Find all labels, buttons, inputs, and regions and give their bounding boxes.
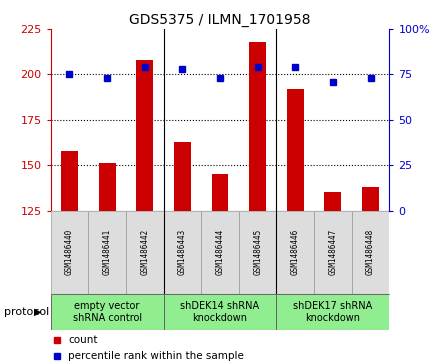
Bar xyxy=(51,211,88,294)
Bar xyxy=(212,174,228,211)
Text: empty vector
shRNA control: empty vector shRNA control xyxy=(73,301,142,323)
Bar xyxy=(61,151,78,211)
Bar xyxy=(88,211,126,294)
Bar xyxy=(362,187,379,211)
Text: GSM1486440: GSM1486440 xyxy=(65,229,74,276)
Text: GSM1486442: GSM1486442 xyxy=(140,229,149,276)
Bar xyxy=(249,42,266,211)
Text: percentile rank within the sample: percentile rank within the sample xyxy=(68,351,244,362)
Bar xyxy=(324,192,341,211)
Text: GSM1486443: GSM1486443 xyxy=(178,229,187,276)
Bar xyxy=(276,211,314,294)
Bar xyxy=(136,60,153,211)
Bar xyxy=(51,294,164,330)
Text: GSM1486446: GSM1486446 xyxy=(291,229,300,276)
Text: GSM1486447: GSM1486447 xyxy=(328,229,337,276)
Bar xyxy=(126,211,164,294)
Bar xyxy=(164,294,276,330)
Bar xyxy=(201,211,239,294)
Text: GSM1486444: GSM1486444 xyxy=(216,229,224,276)
Text: protocol: protocol xyxy=(4,307,50,317)
Bar xyxy=(239,211,276,294)
Text: GSM1486445: GSM1486445 xyxy=(253,229,262,276)
Text: shDEK17 shRNA
knockdown: shDEK17 shRNA knockdown xyxy=(293,301,373,323)
Text: shDEK14 shRNA
knockdown: shDEK14 shRNA knockdown xyxy=(180,301,260,323)
Bar xyxy=(352,211,389,294)
Bar xyxy=(164,211,201,294)
Text: GSM1486441: GSM1486441 xyxy=(103,229,112,276)
Text: ▶: ▶ xyxy=(33,307,41,317)
Title: GDS5375 / ILMN_1701958: GDS5375 / ILMN_1701958 xyxy=(129,13,311,26)
Bar xyxy=(287,89,304,211)
Bar xyxy=(314,211,352,294)
Bar xyxy=(174,142,191,211)
Text: count: count xyxy=(68,335,98,345)
Bar xyxy=(276,294,389,330)
Bar xyxy=(99,163,116,211)
Text: GSM1486448: GSM1486448 xyxy=(366,229,375,276)
